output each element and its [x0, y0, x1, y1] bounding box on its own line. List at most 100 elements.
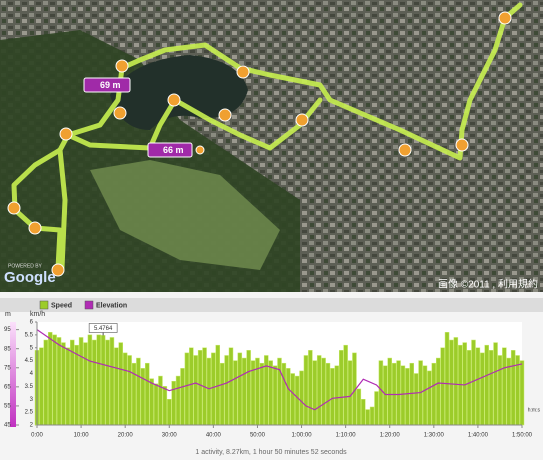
- speed-bar: [312, 360, 318, 426]
- speed-bar: [396, 360, 401, 426]
- speed-bar: [109, 337, 115, 426]
- speed-bar: [440, 347, 445, 426]
- speed-bar: [365, 409, 370, 426]
- logo: Google: [4, 269, 56, 286]
- x-tick-label: 1:00:00: [292, 433, 313, 439]
- speed-bar: [237, 352, 243, 426]
- x-axis-label: h:m:s: [528, 407, 541, 413]
- y2-tick-label: 65: [4, 384, 11, 390]
- speed-bar: [374, 391, 379, 426]
- speed-bar: [127, 355, 132, 426]
- x-tick-label: 1:10:00: [336, 433, 357, 439]
- speed-bar: [356, 388, 362, 426]
- x-tick-label: 1:20:00: [380, 433, 401, 439]
- legend-swatch: [39, 300, 49, 310]
- speed-bar: [56, 337, 62, 426]
- speed-bar: [259, 362, 265, 426]
- speed-bar: [246, 350, 251, 426]
- speed-bar: [400, 365, 406, 426]
- speed-bar: [444, 332, 450, 426]
- speed-bar: [153, 383, 159, 426]
- speed-bar: [338, 350, 344, 426]
- x-tick-label: 1:50:00: [512, 433, 533, 439]
- speed-bar: [369, 406, 375, 426]
- legend-label: Elevation: [96, 302, 127, 309]
- legend-bar: [0, 298, 543, 312]
- speed-bar: [162, 386, 168, 426]
- speed-bar: [114, 347, 119, 426]
- x-tick-label: 50:00: [250, 433, 266, 439]
- x-tick-label: 10:00: [74, 433, 90, 439]
- speed-bar: [149, 378, 154, 426]
- speed-bar: [334, 365, 340, 426]
- y-tick-label: 4.5: [25, 358, 34, 364]
- speed-bar: [409, 362, 415, 426]
- speed-bar: [431, 362, 437, 426]
- y-tick-label: 6: [30, 320, 34, 326]
- markers: [7, 11, 512, 277]
- speed-bar: [233, 360, 238, 426]
- footer: 1 activity, 8.27km, 1 hour 50 minutes 52…: [195, 449, 347, 456]
- speed-bar: [427, 370, 432, 426]
- speed-bar: [493, 342, 498, 426]
- speed-bar: [466, 350, 472, 426]
- speed-bar: [140, 368, 146, 426]
- speed-bar: [100, 335, 106, 426]
- legend-swatch: [84, 300, 94, 310]
- speed-bar: [211, 352, 216, 426]
- speed-bar: [294, 375, 300, 426]
- speed-bar: [122, 352, 128, 426]
- y-tick-label: 4: [30, 371, 34, 377]
- speed-bar: [299, 370, 304, 426]
- speed-bar: [175, 375, 181, 426]
- speed-bar: [343, 344, 348, 426]
- speed-bar: [65, 347, 71, 426]
- speed-bar: [92, 339, 97, 426]
- speed-bar: [180, 368, 185, 426]
- y-axis-label: km/h: [30, 311, 45, 318]
- speed-bar: [488, 350, 494, 426]
- legend-label: Speed: [51, 302, 72, 309]
- pin-label: 69 m: [100, 80, 121, 90]
- speed-bar: [471, 339, 476, 426]
- x-tick-label: 1:30:00: [424, 433, 445, 439]
- elevation-line: [36, 329, 523, 411]
- speed-bar: [361, 399, 366, 426]
- speed-bar: [347, 360, 353, 426]
- speed-bar: [303, 355, 309, 426]
- y2-tick-label: 75: [4, 365, 11, 371]
- speed-bar: [118, 342, 124, 426]
- y-tick-label: 2: [30, 423, 34, 429]
- y2-tick-label: 45: [4, 423, 11, 429]
- speed-bar: [449, 339, 454, 426]
- speed-bar: [47, 332, 53, 426]
- speed-bar: [308, 350, 313, 426]
- speed-bar: [241, 357, 247, 426]
- y-tick-label: 5.5: [25, 332, 34, 338]
- x-tick-label: 1:40:00: [468, 433, 489, 439]
- speed-bar: [228, 347, 234, 426]
- y2-axis-label: m: [5, 311, 11, 318]
- y-tick-label: 2.5: [25, 410, 34, 416]
- speed-bar: [136, 357, 141, 426]
- x-tick-label: 20:00: [118, 433, 134, 439]
- speed-bar: [87, 334, 93, 426]
- speed-bar: [105, 339, 110, 426]
- chart: m km/h h:m:s 1 activity, 8.27km, 1 hour …: [0, 292, 543, 460]
- pin-label: 66 m: [163, 145, 184, 155]
- speed-bar: [268, 360, 273, 426]
- speed-bar: [378, 360, 384, 426]
- speed-bar: [131, 362, 137, 426]
- speed-bar: [189, 347, 194, 426]
- elevation-scale: [10, 322, 16, 427]
- speed-bar: [197, 350, 203, 426]
- lake: [110, 55, 248, 130]
- speed-bar: [519, 360, 525, 426]
- speed-bar: [83, 342, 88, 426]
- speed-bar: [413, 373, 419, 426]
- pin-box: [147, 142, 193, 158]
- speed-bar: [506, 357, 512, 426]
- speed-bar: [167, 399, 172, 426]
- speed-bar: [405, 368, 410, 426]
